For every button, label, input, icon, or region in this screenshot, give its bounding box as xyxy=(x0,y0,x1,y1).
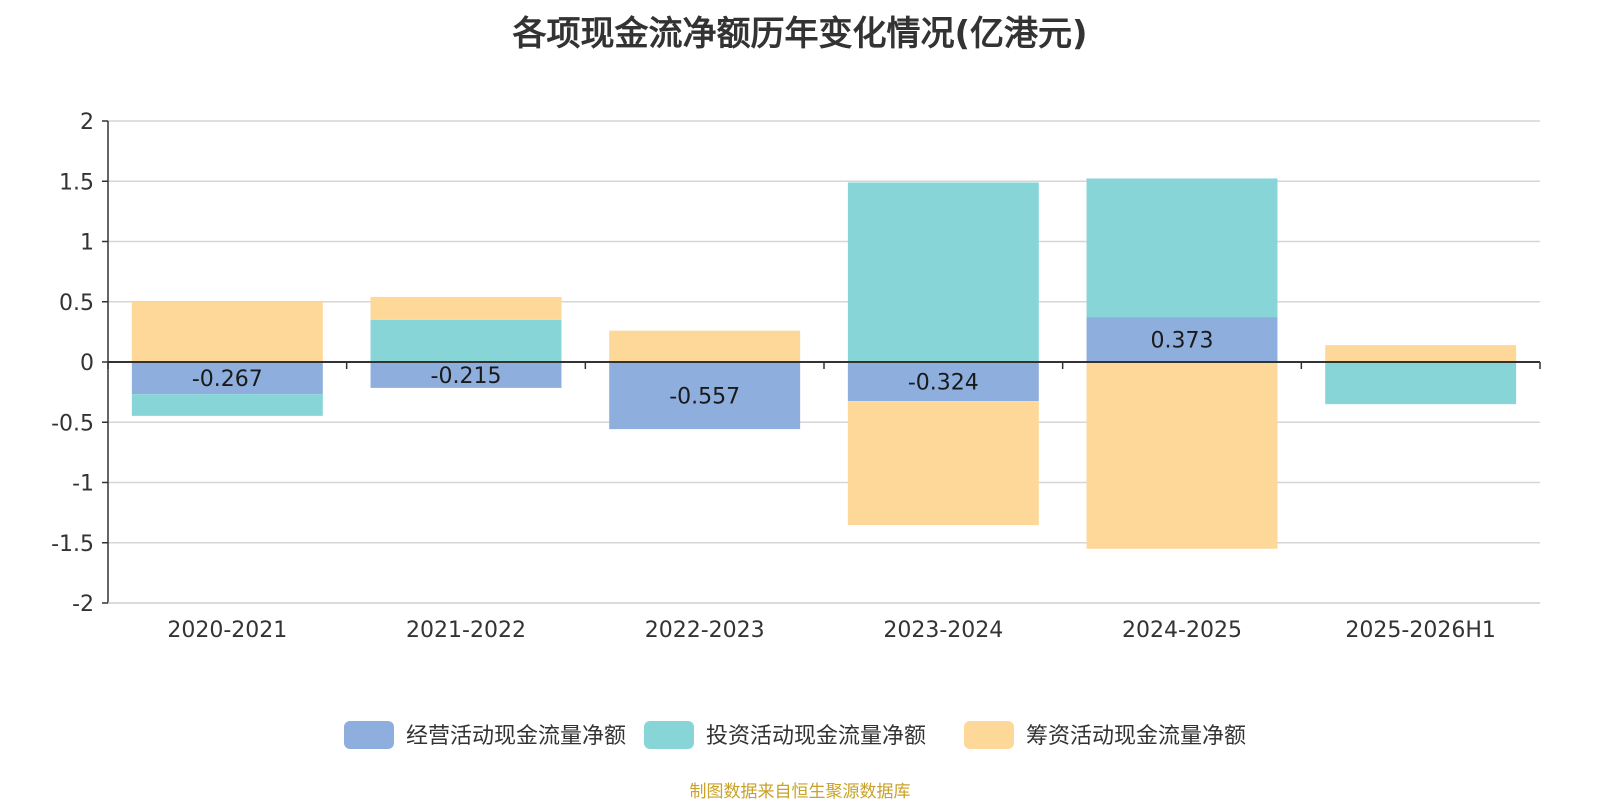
x-tick-label: 2024-2025 xyxy=(1122,618,1242,643)
bar-series-1-2020-2021[interactable] xyxy=(131,394,323,416)
data-label-2024-2025: 0.373 xyxy=(1151,329,1214,354)
bar-series-0-2020-2021[interactable] xyxy=(131,362,323,395)
y-tick-label: 2 xyxy=(80,110,94,135)
y-tick-label: 0 xyxy=(80,351,94,376)
legend-label: 投资活动现金流量净额 xyxy=(706,724,926,749)
y-tick-label: -2 xyxy=(72,592,94,617)
axes: 2 1.5 1 0.5 0 -0.5 -1 -1.5 -2 2020-2021 2021-2022 2… xyxy=(51,110,1541,643)
bar-series-2-2023-2024[interactable] xyxy=(847,401,1039,526)
data-label-2022-2023: -0.557 xyxy=(669,385,740,410)
y-tick-label: -1.5 xyxy=(51,532,94,557)
bar-series-1-2021-2022[interactable] xyxy=(370,319,562,362)
y-tick-label: 0.5 xyxy=(59,291,94,316)
data-label-2021-2022: -0.215 xyxy=(431,364,502,389)
x-tick-label: 2022-2023 xyxy=(645,618,765,643)
bar-series-0-2021-2022[interactable] xyxy=(370,362,562,388)
bar-series-2-2022-2023[interactable] xyxy=(609,330,801,362)
x-tick-label: 2025-2026H1 xyxy=(1345,618,1495,643)
legend-swatch xyxy=(964,721,1014,749)
legend[interactable]: 经营活动现金流量净额 投资活动现金流量净额 筹资活动现金流量净额 xyxy=(344,721,1246,749)
bar-series-1-2023-2024[interactable] xyxy=(847,182,1039,362)
legend-item-1[interactable]: 投资活动现金流量净额 xyxy=(644,721,926,749)
legend-item-0[interactable]: 经营活动现金流量净额 xyxy=(344,721,626,749)
legend-swatch xyxy=(644,721,694,749)
chart-title: 各项现金流净额历年变化情况(亿港元) xyxy=(512,14,1088,54)
legend-label: 经营活动现金流量净额 xyxy=(406,724,626,749)
x-tick-label: 2023-2024 xyxy=(883,618,1003,643)
bar-series-2-2020-2021[interactable] xyxy=(131,301,323,362)
bars xyxy=(131,178,1517,549)
source-note: 制图数据来自恒生聚源数据库 xyxy=(689,782,911,802)
bar-series-1-2024-2025[interactable] xyxy=(1086,178,1278,318)
y-tick-label: 1.5 xyxy=(59,170,94,195)
bar-series-1-2025-2026H1[interactable] xyxy=(1325,362,1517,405)
y-tick-label: 1 xyxy=(80,231,94,256)
bar-series-0-2023-2024[interactable] xyxy=(847,362,1039,402)
data-label-2023-2024: -0.324 xyxy=(908,371,979,396)
x-tick-label: 2020-2021 xyxy=(167,618,287,643)
data-labels: -0.267 -0.215 -0.557 -0.324 0.373 xyxy=(192,329,1214,410)
legend-item-2[interactable]: 筹资活动现金流量净额 xyxy=(964,721,1246,749)
bar-series-2-2024-2025[interactable] xyxy=(1086,362,1278,549)
data-label-2020-2021: -0.267 xyxy=(192,367,263,392)
x-tick-label: 2021-2022 xyxy=(406,618,526,643)
bar-series-2-2025-2026H1[interactable] xyxy=(1325,345,1517,362)
legend-label: 筹资活动现金流量净额 xyxy=(1026,724,1246,749)
bar-series-2-2021-2022[interactable] xyxy=(370,296,562,320)
legend-swatch xyxy=(344,721,394,749)
y-tick-label: -1 xyxy=(72,472,94,497)
bar-series-0-2022-2023[interactable] xyxy=(609,362,801,430)
bar-series-0-2024-2025[interactable] xyxy=(1086,317,1278,362)
y-tick-label: -0.5 xyxy=(51,411,94,436)
